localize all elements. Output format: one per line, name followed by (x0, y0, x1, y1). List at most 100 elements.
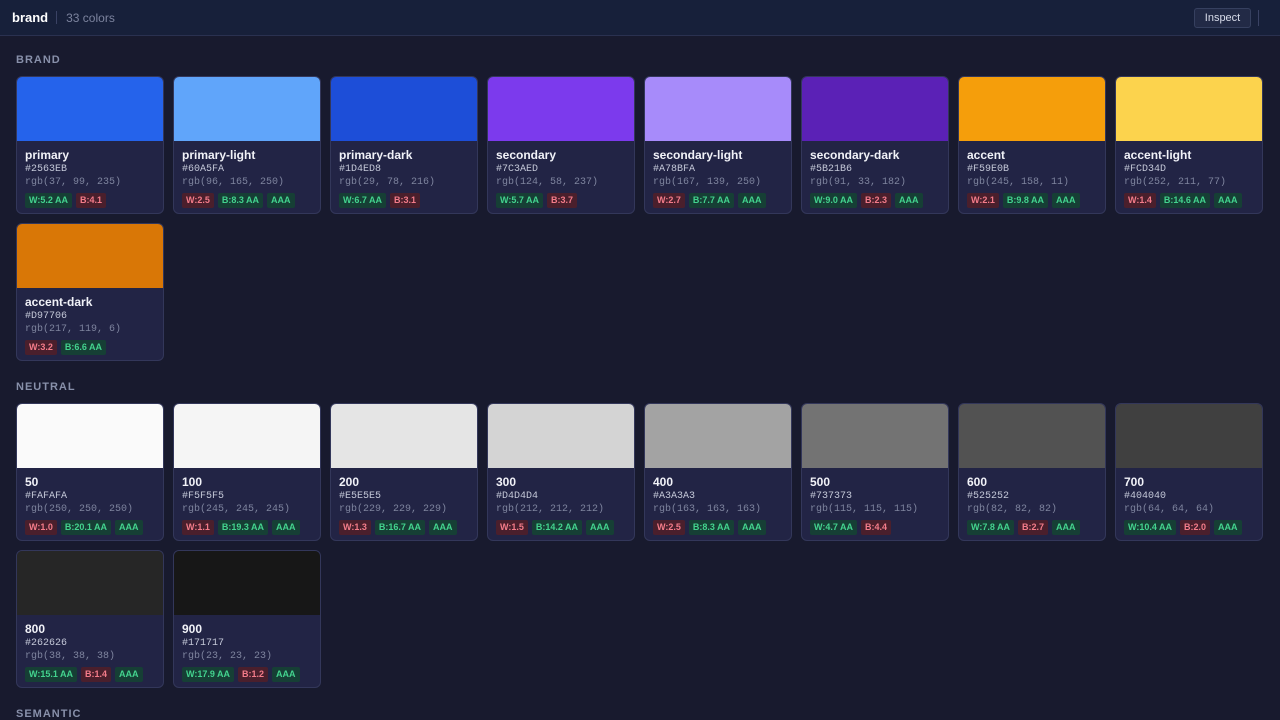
color-info: 500 #737373 rgb(115, 115, 115) W:4.7 AA B:4.… (802, 468, 948, 535)
color-hex: #171717 (182, 638, 225, 649)
contrast-badges: W:17.9 AA B:1.2 AAA (182, 667, 312, 682)
contrast-badges: W:2.1 B:9.8 AA AAA (967, 193, 1097, 208)
color-swatch (17, 77, 163, 141)
color-swatch (174, 404, 320, 468)
color-rgb: rgb(115, 115, 115) (810, 504, 919, 515)
contrast-badge: W:7.8 AA (967, 520, 1015, 535)
section-semantic: SEMANTIC (16, 707, 1264, 720)
color-rgb: rgb(212, 212, 212) (496, 504, 605, 515)
color-swatch (802, 404, 948, 468)
color-hex: #404040 (1124, 491, 1167, 502)
color-swatch (1116, 404, 1262, 468)
contrast-badge: AAA (1052, 193, 1080, 208)
contrast-badges: W:5.2 AA B:4.1 (25, 193, 155, 208)
color-swatch (17, 224, 163, 288)
contrast-badge: AAA (115, 667, 143, 682)
section-title: NEUTRAL (16, 381, 76, 393)
contrast-badges: W:15.1 AA B:1.4 AAA (25, 667, 155, 682)
contrast-badge: W:15.1 AA (25, 667, 78, 682)
color-name: primary-dark (339, 148, 413, 162)
color-swatch (174, 77, 320, 141)
color-card[interactable]: primary-dark #1D4ED8 rgb(29, 78, 216) W:6.7… (330, 76, 478, 214)
color-hex: #F59E0B (967, 164, 1010, 175)
top-bar: brand 33 colors Inspect (0, 0, 1280, 36)
contrast-badge: B:2.3 (861, 193, 892, 208)
color-card[interactable]: 100 #F5F5F5 rgb(245, 245, 245) W:1.1 B:19.3 … (173, 403, 321, 541)
contrast-badge: W:3.2 (25, 340, 57, 355)
contrast-badge: B:6.6 AA (60, 340, 107, 355)
color-hex: #262626 (25, 638, 68, 649)
color-info: secondary #7C3AED rgb(124, 58, 237) W:5.7 A… (488, 141, 634, 208)
contrast-badge: W:5.2 AA (25, 193, 73, 208)
color-name: 100 (182, 475, 203, 489)
color-hex: #F5F5F5 (182, 491, 225, 502)
contrast-badge: W:5.7 AA (496, 193, 544, 208)
contrast-badge: AAA (267, 193, 295, 208)
contrast-badge: B:1.4 (81, 667, 112, 682)
color-card[interactable]: 800 #262626 rgb(38, 38, 38) W:15.1 AA B:1.4 A… (16, 550, 164, 688)
contrast-badge: AAA (738, 193, 766, 208)
color-card[interactable]: accent-light #FCD34D rgb(252, 211, 77) W:1.… (1115, 76, 1263, 214)
color-name: 700 (1124, 475, 1145, 489)
color-grid: primary #2563EB rgb(37, 99, 235) W:5.2 AA B:… (16, 76, 1264, 361)
contrast-badges: W:2.7 B:7.7 AA AAA (653, 193, 783, 208)
color-card[interactable]: secondary-light #A78BFA rgb(167, 139, 250)… (644, 76, 792, 214)
color-info: secondary-dark #5B21B6 rgb(91, 33, 182) W:9… (802, 141, 948, 208)
color-swatch (174, 551, 320, 615)
section-title: SEMANTIC (16, 708, 82, 720)
contrast-badges: W:3.2 B:6.6 AA (25, 340, 155, 355)
color-swatch (331, 404, 477, 468)
color-card[interactable]: 700 #404040 rgb(64, 64, 64) W:10.4 AA B:2.0 A… (1115, 403, 1263, 541)
color-card[interactable]: secondary-dark #5B21B6 rgb(91, 33, 182) W:9… (801, 76, 949, 214)
color-swatch (488, 404, 634, 468)
color-name: accent-dark (25, 295, 93, 309)
contrast-badge: B:3.1 (390, 193, 421, 208)
color-card[interactable]: secondary #7C3AED rgb(124, 58, 237) W:5.7 A… (487, 76, 635, 214)
color-info: secondary-light #A78BFA rgb(167, 139, 250)… (645, 141, 791, 208)
color-rgb: rgb(217, 119, 6) (25, 324, 122, 335)
color-card[interactable]: 500 #737373 rgb(115, 115, 115) W:4.7 AA B:4.… (801, 403, 949, 541)
contrast-badge: AAA (1214, 193, 1242, 208)
contrast-badges: W:5.7 AA B:3.7 (496, 193, 626, 208)
color-rgb: rgb(245, 245, 245) (182, 504, 291, 515)
contrast-badge: W:1.5 (496, 520, 528, 535)
color-name: secondary (496, 148, 557, 162)
color-card[interactable]: accent #F59E0B rgb(245, 158, 11) W:2.1 B:9.8… (958, 76, 1106, 214)
color-info: 900 #171717 rgb(23, 23, 23) W:17.9 AA B:1.2 A… (174, 615, 320, 682)
contrast-badge: W:1.3 (339, 520, 371, 535)
color-info: primary-light #60A5FA rgb(96, 165, 250) W:2… (174, 141, 320, 208)
contrast-badge: W:17.9 AA (182, 667, 235, 682)
color-card[interactable]: 50 #FAFAFA rgb(250, 250, 250) W:1.0 B:20.1 A… (16, 403, 164, 541)
color-card[interactable]: primary #2563EB rgb(37, 99, 235) W:5.2 AA B:… (16, 76, 164, 214)
color-swatch (645, 77, 791, 141)
contrast-badges: W:4.7 AA B:4.4 (810, 520, 940, 535)
color-card[interactable]: 200 #E5E5E5 rgb(229, 229, 229) W:1.3 B:16.7 … (330, 403, 478, 541)
color-rgb: rgb(38, 38, 38) (25, 651, 116, 662)
color-hex: #A3A3A3 (653, 491, 696, 502)
color-rgb: rgb(252, 211, 77) (1124, 177, 1227, 188)
color-swatch (331, 77, 477, 141)
color-card[interactable]: 900 #171717 rgb(23, 23, 23) W:17.9 AA B:1.2 A… (173, 550, 321, 688)
color-name: primary-light (182, 148, 256, 162)
color-rgb: rgb(91, 33, 182) (810, 177, 907, 188)
contrast-badges: W:2.5 B:8.3 AA AAA (653, 520, 783, 535)
contrast-badges: W:1.3 B:16.7 AA AAA (339, 520, 469, 535)
color-rgb: rgb(37, 99, 235) (25, 177, 122, 188)
contrast-badges: W:1.4 B:14.6 AA AAA (1124, 193, 1254, 208)
color-name: 50 (25, 475, 39, 489)
contrast-badge: B:14.2 AA (531, 520, 583, 535)
contrast-badges: W:1.5 B:14.2 AA AAA (496, 520, 626, 535)
color-card[interactable]: primary-light #60A5FA rgb(96, 165, 250) W:2… (173, 76, 321, 214)
color-card[interactable]: 400 #A3A3A3 rgb(163, 163, 163) W:2.5 B:8.3 A… (644, 403, 792, 541)
contrast-badge: W:6.7 AA (339, 193, 387, 208)
color-info: accent #F59E0B rgb(245, 158, 11) W:2.1 B:9.8… (959, 141, 1105, 208)
color-card[interactable]: 300 #D4D4D4 rgb(212, 212, 212) W:1.5 B:14.2 … (487, 403, 635, 541)
color-name: 400 (653, 475, 674, 489)
color-name: primary (25, 148, 70, 162)
inspect-button[interactable]: Inspect (1194, 8, 1251, 28)
contrast-badge: B:19.3 AA (217, 520, 269, 535)
color-card[interactable]: 600 #525252 rgb(82, 82, 82) W:7.8 AA B:2.7 AA… (958, 403, 1106, 541)
color-name: 800 (25, 622, 46, 636)
color-card[interactable]: accent-dark #D97706 rgb(217, 119, 6) W:3.2 B… (16, 223, 164, 361)
contrast-badge: W:9.0 AA (810, 193, 858, 208)
